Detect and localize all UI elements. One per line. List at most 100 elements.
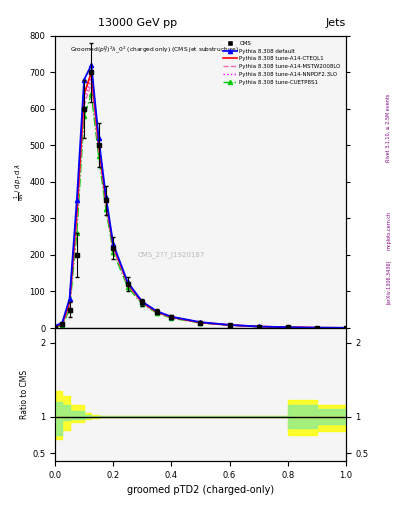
Pythia 8.308 tune-A14-MSTW2008LO	[125, 282, 130, 288]
Pythia 8.308 tune-A14-NNPDF2.3LO	[256, 324, 261, 330]
Pythia 8.308 tune-A14-MSTW2008LO	[154, 309, 159, 315]
Pythia 8.308 tune-A14-NNPDF2.3LO	[198, 319, 203, 326]
Pythia 8.308 default	[154, 308, 159, 314]
Pythia 8.308 default	[198, 319, 203, 325]
Pythia 8.308 tune-CUETP8S1	[343, 325, 348, 331]
Pythia 8.308 tune-A14-NNPDF2.3LO	[125, 281, 130, 287]
Pythia 8.308 tune-A14-MSTW2008LO	[111, 245, 116, 251]
Pythia 8.308 tune-A14-MSTW2008LO	[96, 146, 101, 152]
Pythia 8.308 tune-A14-MSTW2008LO	[285, 324, 290, 330]
Pythia 8.308 default	[140, 298, 145, 305]
Pythia 8.308 tune-CUETP8S1	[140, 301, 145, 307]
Line: Pythia 8.308 tune-A14-NNPDF2.3LO: Pythia 8.308 tune-A14-NNPDF2.3LO	[55, 78, 346, 328]
Pythia 8.308 tune-A14-NNPDF2.3LO	[227, 322, 232, 328]
Pythia 8.308 tune-CUETP8S1	[89, 91, 94, 97]
Text: Rivet 3.1.10, ≥ 2.5M events: Rivet 3.1.10, ≥ 2.5M events	[386, 94, 391, 162]
Pythia 8.308 tune-A14-NNPDF2.3LO	[67, 301, 72, 307]
Pythia 8.308 tune-A14-MSTW2008LO	[343, 325, 348, 331]
Pythia 8.308 tune-A14-CTEQL1	[314, 325, 319, 331]
Pythia 8.308 tune-CUETP8S1	[154, 310, 159, 316]
Pythia 8.308 tune-A14-NNPDF2.3LO	[140, 300, 145, 306]
Pythia 8.308 tune-A14-NNPDF2.3LO	[60, 321, 64, 327]
Pythia 8.308 tune-A14-MSTW2008LO	[60, 321, 64, 327]
Pythia 8.308 tune-A14-NNPDF2.3LO	[314, 325, 319, 331]
Pythia 8.308 tune-A14-NNPDF2.3LO	[169, 314, 174, 321]
Pythia 8.308 tune-A14-MSTW2008LO	[53, 324, 57, 330]
Pythia 8.308 tune-A14-NNPDF2.3LO	[285, 324, 290, 330]
Pythia 8.308 tune-A14-NNPDF2.3LO	[111, 245, 116, 251]
Pythia 8.308 tune-A14-CTEQL1	[111, 243, 116, 249]
Pythia 8.308 tune-CUETP8S1	[314, 325, 319, 331]
Pythia 8.308 default	[82, 77, 86, 83]
Pythia 8.308 tune-CUETP8S1	[256, 324, 261, 330]
Pythia 8.308 tune-A14-MSTW2008LO	[89, 80, 94, 87]
Pythia 8.308 tune-A14-MSTW2008LO	[82, 102, 86, 109]
Pythia 8.308 tune-CUETP8S1	[198, 320, 203, 326]
Pythia 8.308 tune-A14-NNPDF2.3LO	[154, 309, 159, 315]
Pythia 8.308 tune-A14-CTEQL1	[227, 322, 232, 328]
Pythia 8.308 default	[314, 325, 319, 331]
Pythia 8.308 default	[343, 325, 348, 331]
Pythia 8.308 tune-A14-CTEQL1	[82, 91, 86, 97]
Legend: CMS, Pythia 8.308 default, Pythia 8.308 tune-A14-CTEQL1, Pythia 8.308 tune-A14-M: CMS, Pythia 8.308 default, Pythia 8.308 …	[220, 38, 343, 87]
Pythia 8.308 tune-CUETP8S1	[82, 113, 86, 119]
Pythia 8.308 tune-A14-MSTW2008LO	[256, 324, 261, 330]
Pythia 8.308 tune-A14-CTEQL1	[67, 300, 72, 306]
Pythia 8.308 tune-CUETP8S1	[53, 324, 57, 330]
Pythia 8.308 tune-CUETP8S1	[169, 315, 174, 321]
Pythia 8.308 default	[89, 62, 94, 68]
Pythia 8.308 tune-A14-NNPDF2.3LO	[343, 325, 348, 331]
Pythia 8.308 default	[96, 135, 101, 141]
Pythia 8.308 tune-CUETP8S1	[111, 249, 116, 255]
Text: Jets: Jets	[325, 18, 346, 28]
Pythia 8.308 default	[67, 296, 72, 302]
Pythia 8.308 tune-A14-NNPDF2.3LO	[104, 199, 108, 205]
Line: Pythia 8.308 tune-A14-MSTW2008LO: Pythia 8.308 tune-A14-MSTW2008LO	[55, 83, 346, 328]
Pythia 8.308 tune-CUETP8S1	[125, 284, 130, 290]
Pythia 8.308 tune-CUETP8S1	[104, 206, 108, 212]
Pythia 8.308 tune-A14-CTEQL1	[140, 300, 145, 306]
Pythia 8.308 tune-A14-CTEQL1	[154, 309, 159, 315]
Text: mcplots.cern.ch: mcplots.cern.ch	[386, 211, 391, 250]
Pythia 8.308 default	[285, 324, 290, 330]
Pythia 8.308 tune-A14-CTEQL1	[256, 324, 261, 330]
Pythia 8.308 default	[227, 322, 232, 328]
Pythia 8.308 tune-A14-CTEQL1	[104, 197, 108, 203]
Pythia 8.308 tune-A14-MSTW2008LO	[198, 319, 203, 326]
Pythia 8.308 default	[256, 324, 261, 330]
Text: CMS_2??_J1920187: CMS_2??_J1920187	[138, 251, 205, 259]
Pythia 8.308 tune-CUETP8S1	[285, 324, 290, 330]
Text: 13000 GeV pp: 13000 GeV pp	[98, 18, 177, 28]
Pythia 8.308 tune-A14-CTEQL1	[89, 69, 94, 75]
Pythia 8.308 tune-A14-NNPDF2.3LO	[53, 324, 57, 330]
Pythia 8.308 default	[60, 319, 64, 326]
X-axis label: groomed pTD2 (charged-only): groomed pTD2 (charged-only)	[127, 485, 274, 495]
Pythia 8.308 default	[53, 323, 57, 329]
Text: Groomed$(p_T^D)^2\lambda\_0^2$ (charged only) (CMS jet substructure): Groomed$(p_T^D)^2\lambda\_0^2$ (charged …	[70, 45, 239, 55]
Pythia 8.308 tune-A14-MSTW2008LO	[104, 201, 108, 207]
Pythia 8.308 default	[125, 279, 130, 285]
Pythia 8.308 tune-A14-NNPDF2.3LO	[96, 143, 101, 149]
Pythia 8.308 tune-A14-NNPDF2.3LO	[89, 75, 94, 81]
Pythia 8.308 tune-A14-CTEQL1	[169, 314, 174, 320]
Pythia 8.308 tune-A14-CTEQL1	[60, 321, 64, 327]
Pythia 8.308 tune-A14-NNPDF2.3LO	[82, 97, 86, 103]
Pythia 8.308 tune-A14-MSTW2008LO	[314, 325, 319, 331]
Pythia 8.308 default	[104, 194, 108, 200]
Pythia 8.308 tune-A14-NNPDF2.3LO	[75, 214, 79, 220]
Pythia 8.308 tune-CUETP8S1	[67, 307, 72, 313]
Pythia 8.308 tune-A14-CTEQL1	[96, 140, 101, 146]
Pythia 8.308 default	[111, 241, 116, 247]
Pythia 8.308 tune-A14-MSTW2008LO	[169, 314, 174, 321]
Pythia 8.308 tune-A14-CTEQL1	[75, 208, 79, 214]
Pythia 8.308 tune-A14-MSTW2008LO	[75, 219, 79, 225]
Line: Pythia 8.308 tune-CUETP8S1: Pythia 8.308 tune-CUETP8S1	[53, 92, 348, 330]
Text: [arXiv:1306.3436]: [arXiv:1306.3436]	[386, 260, 391, 304]
Pythia 8.308 tune-A14-CTEQL1	[53, 324, 57, 330]
Pythia 8.308 tune-CUETP8S1	[60, 322, 64, 328]
Pythia 8.308 tune-CUETP8S1	[75, 230, 79, 236]
Pythia 8.308 tune-A14-MSTW2008LO	[227, 322, 232, 328]
Pythia 8.308 tune-CUETP8S1	[96, 153, 101, 159]
Pythia 8.308 tune-A14-CTEQL1	[343, 325, 348, 331]
Pythia 8.308 default	[169, 314, 174, 320]
